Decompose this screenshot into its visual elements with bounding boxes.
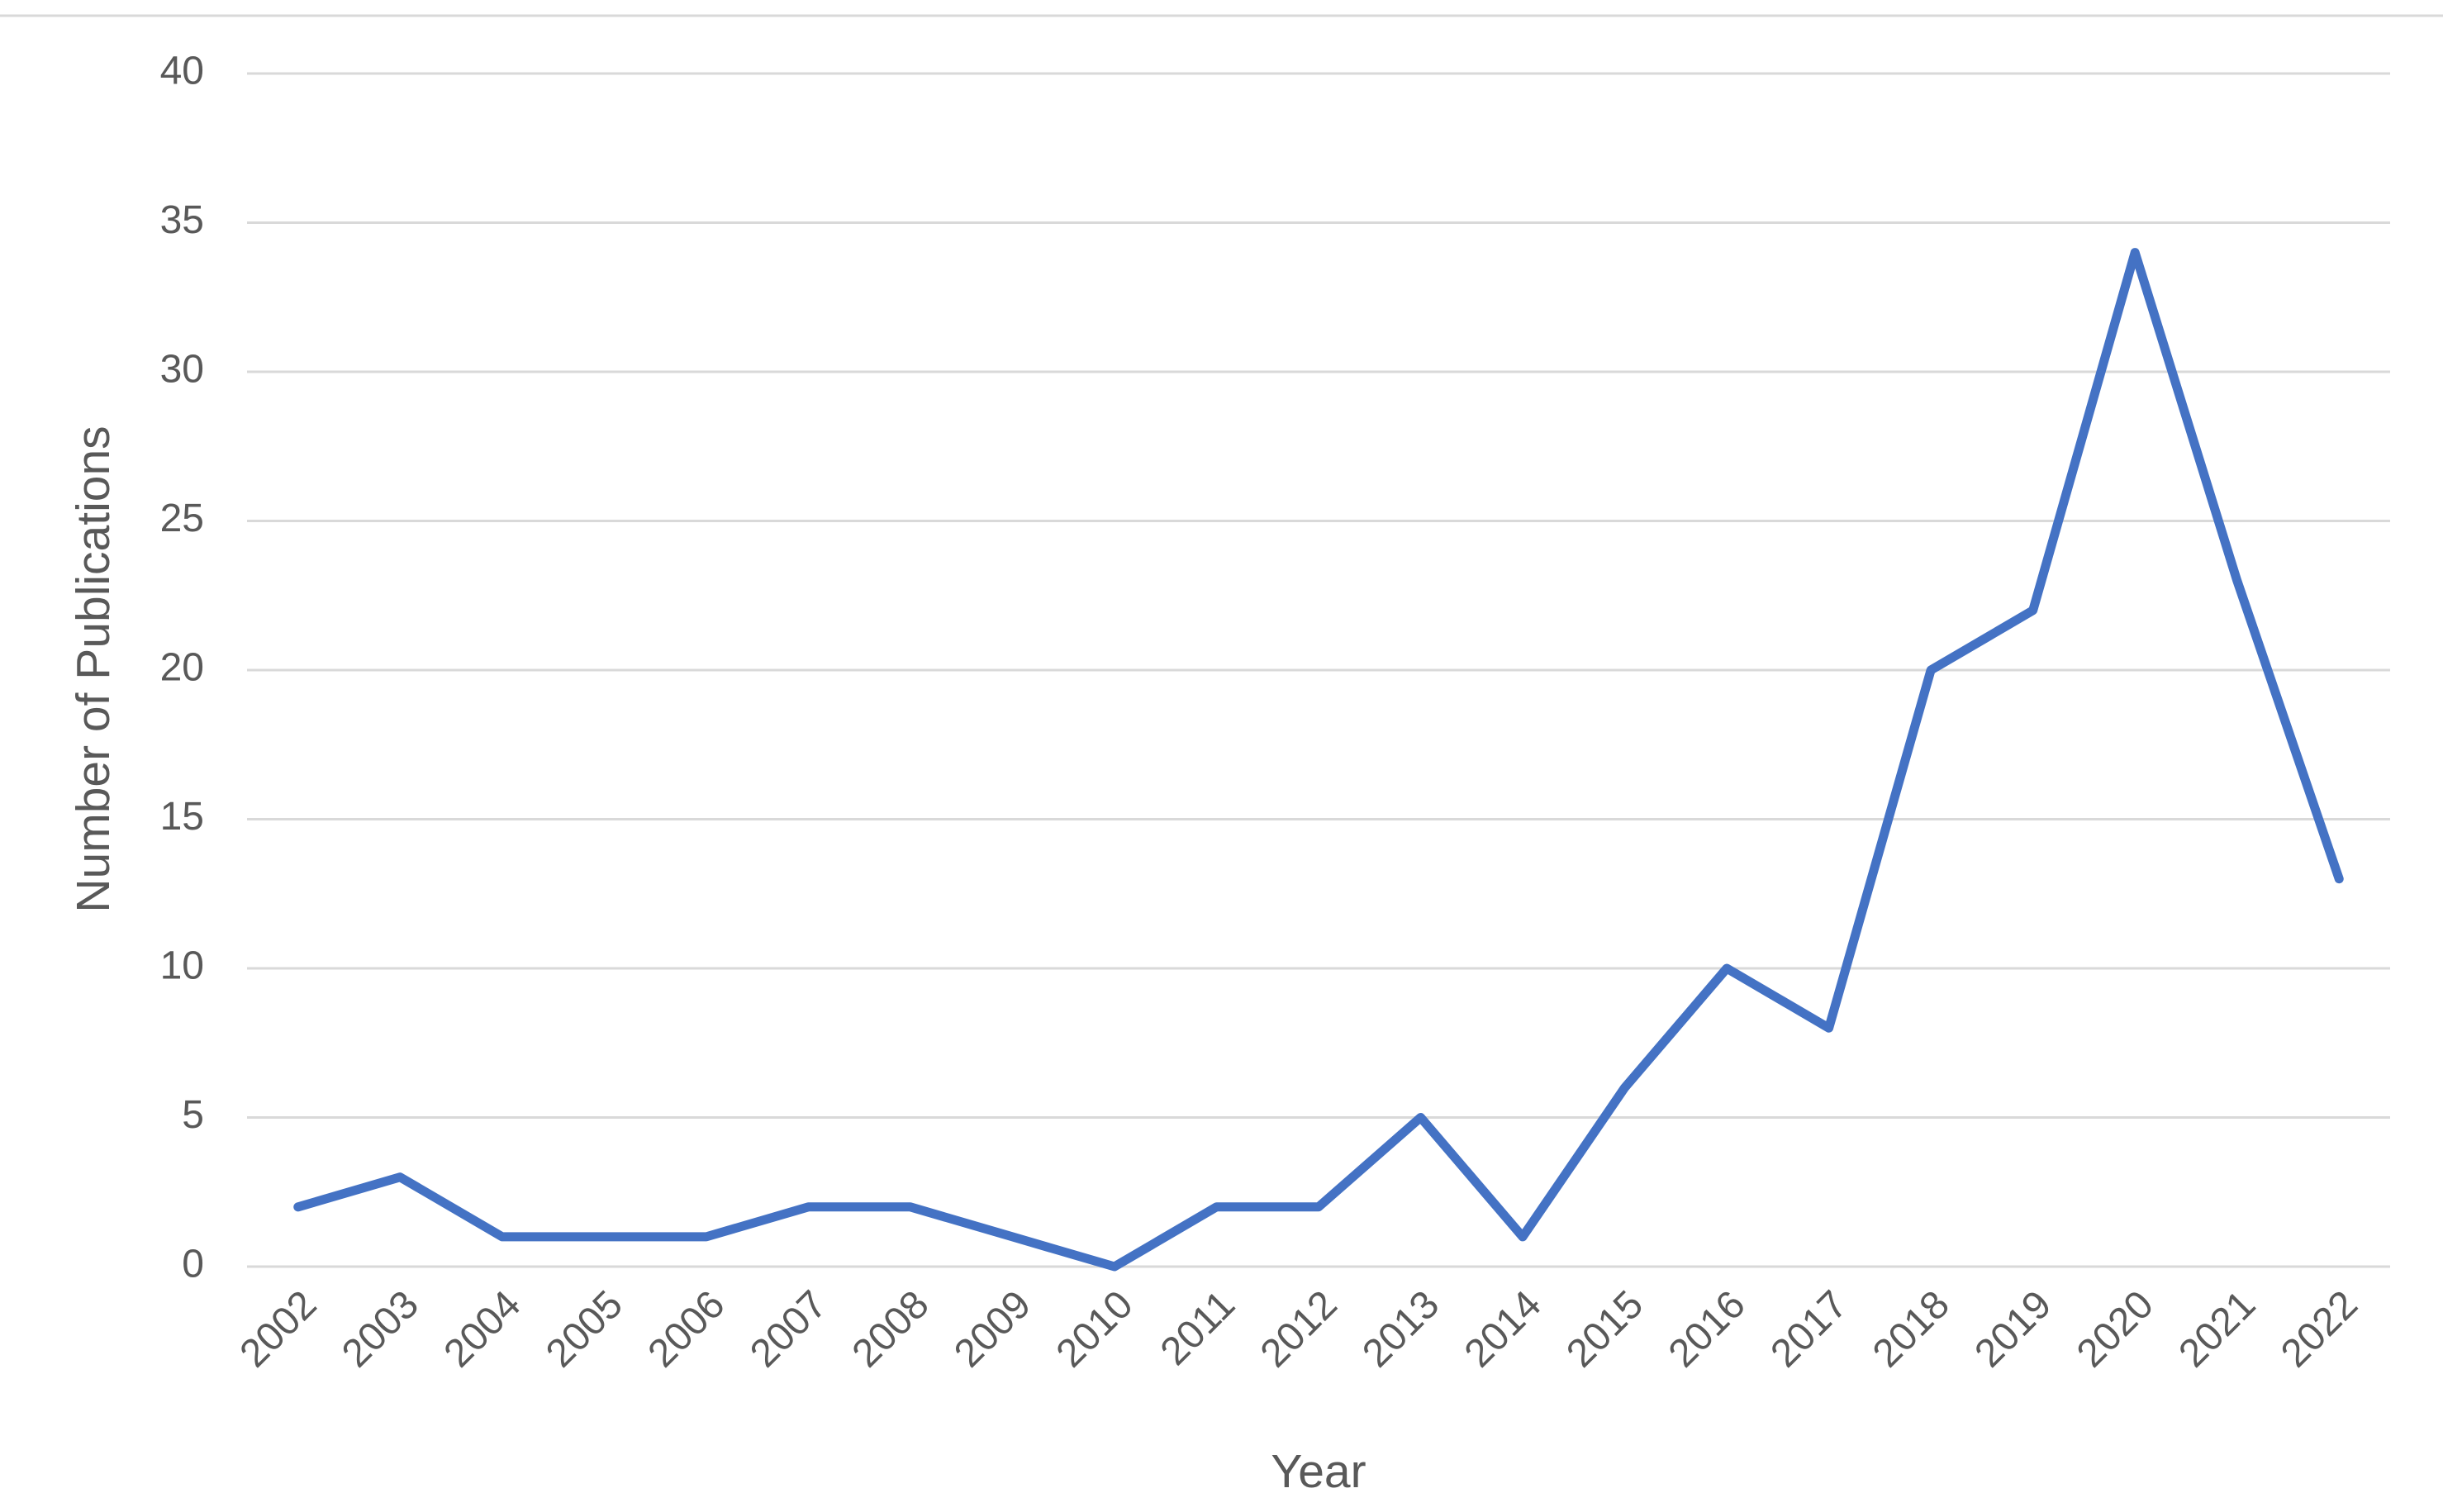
y-axis-title: Number of Publications bbox=[67, 426, 120, 912]
y-tick-label: 35 bbox=[160, 198, 204, 242]
x-tick-label: 2002 bbox=[232, 1282, 326, 1376]
y-tick-label: 15 bbox=[160, 795, 204, 839]
y-tick-label: 30 bbox=[160, 348, 204, 392]
x-tick-label: 2021 bbox=[2170, 1282, 2264, 1376]
x-tick-label: 2013 bbox=[1354, 1282, 1447, 1376]
data-line bbox=[293, 248, 2344, 1272]
x-tick-label: 2005 bbox=[538, 1282, 631, 1376]
y-tick-label: 40 bbox=[160, 50, 204, 93]
y-tick-label: 5 bbox=[182, 1093, 204, 1137]
x-tick-label: 2010 bbox=[1048, 1282, 1142, 1376]
x-tick-label: 2012 bbox=[1252, 1282, 1346, 1376]
x-tick-label: 2016 bbox=[1661, 1282, 1754, 1376]
y-tick-label: 20 bbox=[160, 646, 204, 690]
y-tick-label: 10 bbox=[160, 944, 204, 988]
x-tick-label: 2022 bbox=[2273, 1282, 2366, 1376]
y-tick-label: 25 bbox=[160, 497, 204, 540]
x-tick-label: 2018 bbox=[1865, 1282, 1958, 1376]
x-tick-label: 2019 bbox=[1966, 1282, 2060, 1376]
x-tick-label: 2015 bbox=[1558, 1282, 1652, 1376]
x-tick-label: 2014 bbox=[1457, 1282, 1550, 1376]
x-tick-label: 2007 bbox=[742, 1282, 835, 1376]
x-tick-label: 2009 bbox=[946, 1282, 1039, 1376]
x-tick-label: 2003 bbox=[334, 1282, 427, 1376]
x-tick-label: 2004 bbox=[436, 1282, 530, 1376]
x-tick-label: 2017 bbox=[1762, 1282, 1856, 1376]
x-tick-label: 2006 bbox=[640, 1282, 734, 1376]
x-tick-label: 2011 bbox=[1153, 1282, 1243, 1373]
x-tick-label: 2020 bbox=[2069, 1282, 2162, 1376]
x-axis-title: Year bbox=[1271, 1445, 1366, 1498]
y-tick-label: 0 bbox=[182, 1243, 204, 1286]
x-tick-label: 2008 bbox=[844, 1282, 938, 1376]
